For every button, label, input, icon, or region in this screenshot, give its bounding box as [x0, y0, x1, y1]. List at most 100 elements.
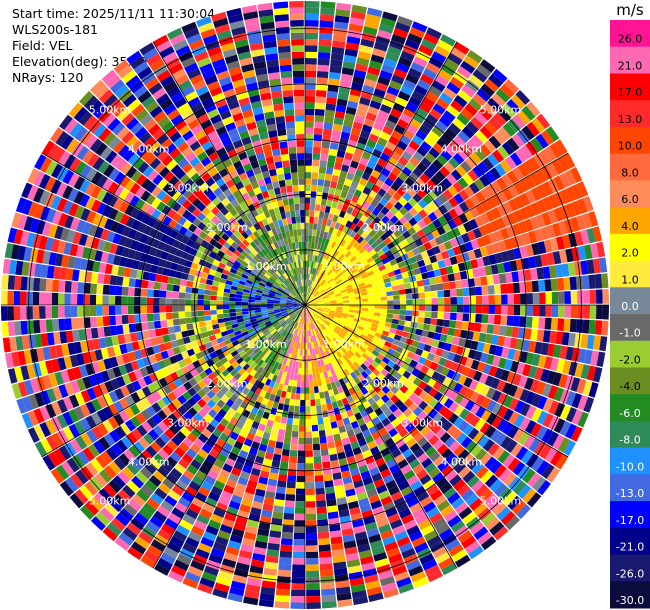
scan-info: Start time: 2025/11/11 11:30:04 WLS200s-…	[12, 6, 215, 86]
range-gate	[332, 123, 343, 132]
range-gate	[361, 295, 368, 299]
range-gate	[473, 277, 482, 287]
range-gate	[452, 246, 462, 256]
range-gate	[214, 582, 230, 593]
range-gate	[470, 259, 479, 269]
range-gate	[51, 292, 59, 305]
range-gate	[146, 305, 154, 314]
range-gate	[321, 404, 328, 412]
range-gate	[390, 280, 398, 287]
range-gate	[321, 365, 327, 373]
range-gate	[168, 570, 184, 583]
range-gate	[257, 359, 265, 367]
range-gate	[282, 519, 294, 527]
range-gate	[361, 305, 369, 308]
range-gate	[560, 404, 572, 420]
range-gate	[374, 256, 382, 264]
range-gate	[507, 495, 522, 511]
range-gate	[387, 443, 399, 453]
range-gate	[95, 294, 103, 305]
range-gate	[528, 256, 537, 269]
range-gate	[372, 506, 385, 516]
range-gate	[241, 305, 249, 309]
range-gate	[248, 302, 255, 305]
range-gate	[324, 238, 330, 246]
range-gate	[257, 374, 264, 382]
range-gate	[500, 250, 510, 262]
range-gate	[402, 107, 415, 119]
range-gate	[474, 112, 488, 126]
range-gate	[249, 369, 257, 377]
range-gate	[365, 13, 381, 24]
range-gate	[307, 293, 311, 300]
range-gate	[354, 351, 362, 359]
range-gate	[403, 398, 414, 408]
range-gate	[320, 315, 327, 320]
range-gate	[235, 305, 242, 309]
range-gate	[441, 350, 450, 359]
range-gate	[128, 323, 137, 333]
range-gate	[486, 197, 497, 210]
range-gate	[311, 267, 315, 275]
range-gate	[332, 555, 346, 564]
range-gate	[161, 523, 176, 536]
range-gate	[297, 309, 302, 316]
range-gate	[420, 157, 432, 168]
range-gate	[305, 488, 315, 495]
range-gate	[298, 342, 301, 350]
range-gate	[322, 337, 328, 345]
range-gate	[317, 525, 329, 533]
range-gate	[377, 412, 387, 422]
range-gate	[320, 582, 335, 590]
range-gate	[531, 353, 541, 367]
range-gate	[530, 422, 542, 437]
range-gate	[507, 118, 521, 133]
range-gate	[364, 367, 373, 376]
range-gate	[567, 262, 576, 277]
range-gate	[397, 90, 411, 102]
range-gate	[349, 17, 365, 26]
range-gate	[558, 172, 571, 188]
range-gate	[512, 282, 520, 294]
range-gate	[463, 55, 479, 69]
range-gate	[320, 397, 327, 405]
range-gate	[374, 332, 382, 339]
range-gate	[397, 367, 406, 376]
range-gate	[345, 449, 354, 458]
range-gate	[305, 292, 307, 299]
range-gate	[352, 174, 362, 184]
range-gate	[351, 323, 359, 328]
range-gate	[245, 404, 254, 413]
range-gate	[371, 323, 379, 329]
range-gate	[305, 406, 311, 413]
range-gate	[310, 274, 314, 281]
range-gate	[398, 314, 406, 321]
range-gate	[285, 359, 291, 367]
range-gate	[422, 558, 438, 571]
range-gate	[229, 534, 243, 544]
range-gate	[418, 199, 428, 209]
range-gate	[317, 52, 331, 60]
range-gate	[305, 64, 317, 71]
range-gate	[380, 495, 393, 506]
range-gate	[203, 294, 211, 300]
range-gate	[321, 345, 326, 353]
range-gate	[303, 317, 305, 324]
range-gate	[386, 313, 394, 319]
range-gate	[20, 306, 27, 320]
range-gate	[544, 279, 552, 292]
range-gate	[433, 332, 442, 341]
range-gate	[299, 310, 303, 317]
range-gate	[350, 11, 366, 20]
range-gate	[527, 472, 541, 488]
range-gate	[182, 542, 197, 554]
range-gate	[443, 211, 453, 223]
range-gate	[316, 340, 321, 348]
range-gate	[501, 173, 513, 187]
range-gate	[308, 286, 311, 293]
range-gate	[307, 286, 309, 293]
range-gate	[384, 341, 392, 348]
range-gate	[498, 273, 507, 284]
range-gate	[380, 17, 396, 28]
range-gate	[544, 146, 557, 162]
